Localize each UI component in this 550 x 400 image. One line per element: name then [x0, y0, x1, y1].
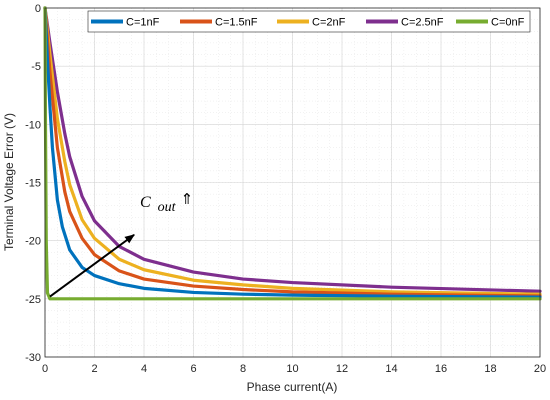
annotation-arrow [49, 234, 135, 298]
annotation-subscript: out [158, 200, 177, 215]
legend-label: C=1.5nF [215, 17, 258, 29]
y-tick-label: -20 [25, 236, 41, 248]
y-axis-label: Terminal Voltage Error (V) [2, 113, 16, 251]
x-tick-label: 6 [190, 363, 196, 375]
series-line-c-2nf [43, 6, 542, 296]
x-tick-label: 16 [435, 363, 447, 375]
x-tick-label: 10 [286, 363, 298, 375]
x-tick-label: 14 [385, 363, 397, 375]
x-tick-label: 12 [336, 363, 348, 375]
x-axis-label: Phase current(A) [247, 380, 338, 394]
series-line-c-0nf [43, 6, 542, 301]
legend: C=1nF C=1.5nF C=2nF C=2.5nF C=0nF [87, 10, 531, 33]
y-tick-label: -30 [25, 352, 41, 364]
annotation-up-icon: ⇑ [181, 192, 194, 208]
y-tick-label: -25 [25, 294, 41, 306]
legend-label: C=2nF [312, 17, 346, 29]
legend-label: C=2.5nF [401, 17, 444, 29]
y-tick-label: -15 [25, 178, 41, 190]
annotation: C out ⇑ [49, 192, 193, 298]
legend-label: C=0nF [491, 17, 525, 29]
annotation-base: C [140, 194, 151, 211]
plot-border [44, 7, 541, 358]
x-tick-label: 0 [42, 363, 48, 375]
y-tick-label: -10 [25, 119, 41, 131]
x-tick-label: 8 [240, 363, 246, 375]
x-tick-label: 4 [141, 363, 147, 375]
annotation-label: C out ⇑ [140, 192, 193, 215]
series-line-c-1-5nf [43, 6, 542, 298]
legend-label: C=1nF [126, 17, 160, 29]
x-tick-label: 2 [91, 363, 97, 375]
y-tick-label: -5 [31, 61, 41, 73]
x-tick-label: 20 [534, 363, 546, 375]
x-tick-label: 18 [484, 363, 496, 375]
series-line-c-2-5nf [43, 6, 542, 293]
y-tick-labels: 0 -5 -10 -15 -20 -25 -30 [25, 3, 41, 364]
series-layer [43, 6, 542, 301]
series-line-c-1nf [43, 6, 542, 299]
x-tick-labels: 0 2 4 6 8 10 12 14 16 18 20 [42, 363, 546, 375]
y-tick-label: 0 [35, 3, 41, 15]
